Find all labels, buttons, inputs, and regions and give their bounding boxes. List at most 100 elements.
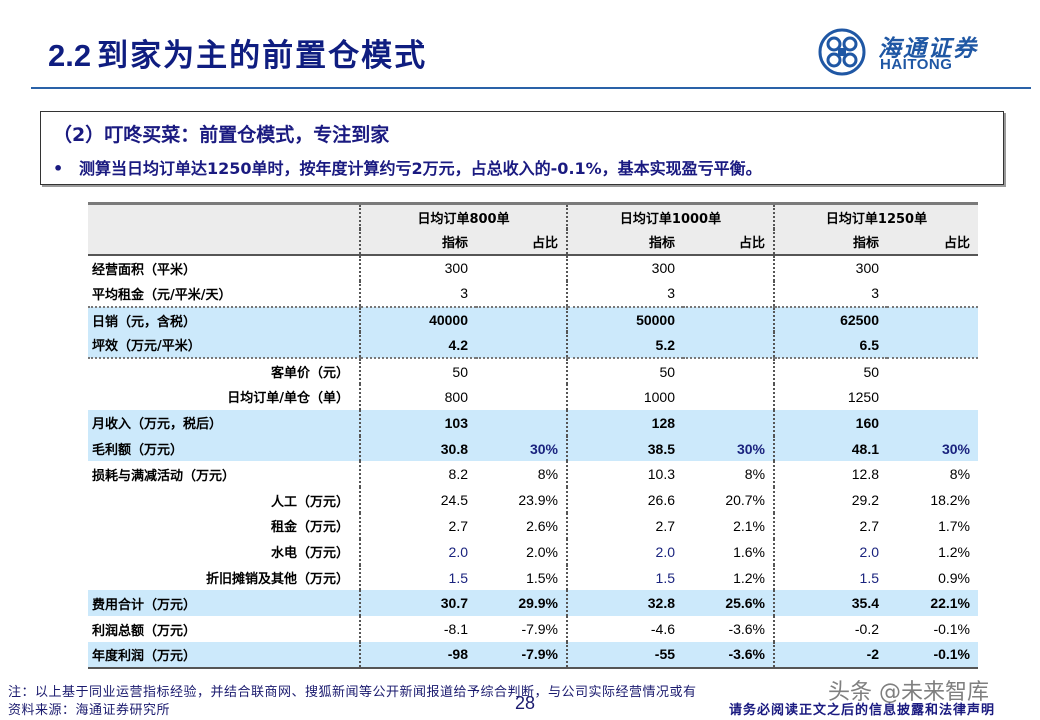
cell-ratio: 18.2% <box>930 492 971 509</box>
subheader-ratio: 占比 <box>887 229 979 257</box>
subheader-blank <box>88 229 360 257</box>
cell-ratio <box>476 358 567 384</box>
row-label: 人工（万元） <box>270 494 349 510</box>
cell-ratio: -0.1% <box>933 621 971 638</box>
callout-bullet-text: 测算当日均订单达1250单时，按年度计算约亏2万元，占总收入的-0.1%，基本实… <box>79 159 762 178</box>
cell-value: 30.8 <box>359 435 476 462</box>
subheader-metric: 指标 <box>566 229 684 257</box>
cell-value: 800 <box>359 384 476 410</box>
cell-ratio: 8% <box>949 466 971 483</box>
cell-value: 50 <box>359 358 476 385</box>
row-label: 折旧摊销及其他（万元） <box>205 572 349 588</box>
table-row: 租金（万元） 2.7 2.6% 2.7 2.1% 2.7 1.7% <box>88 513 978 539</box>
cell-ratio: 2.1% <box>733 517 766 534</box>
table-group-header-row: 日均订单800单 日均订单1000单 日均订单1250单 <box>88 202 979 230</box>
row-label: 利润总额（万元） <box>92 623 197 639</box>
cell-value: -4.6 <box>566 616 684 643</box>
cell-value: 30.7 <box>359 590 476 617</box>
table-row: 损耗与满减活动（万元） 8.2 8% 10.3 8% 12.8 8% <box>88 461 978 488</box>
cell-ratio: 25.6% <box>683 590 775 617</box>
cell-value: -55 <box>566 642 684 669</box>
cell-ratio <box>683 358 774 384</box>
cell-value: 1.5 <box>773 564 888 591</box>
cell-value: -0.2 <box>773 616 888 643</box>
cell-ratio: 0.9% <box>938 569 971 586</box>
data-source: 资料来源：海通证券研究所 <box>8 703 171 718</box>
row-label: 经营面积（平米） <box>92 262 197 278</box>
watermark: 头条 @未来智库 <box>828 680 989 705</box>
cell-ratio <box>476 306 568 333</box>
cell-value: 300 <box>773 255 888 281</box>
cell-value: 4.2 <box>359 332 476 360</box>
cell-value: 12.8 <box>773 461 888 488</box>
page-number: 28 <box>515 693 536 713</box>
cell-ratio <box>476 384 567 410</box>
table-row-highlighted: 毛利额（万元） 30.8 30% 38.5 30% 48.1 30% <box>88 435 979 462</box>
table-row-highlighted: 年度利润（万元） -98 -7.9% -55 -3.6% -2 -0.1% <box>88 642 979 669</box>
cell-ratio: 20.7% <box>725 492 766 509</box>
cell-ratio <box>887 306 979 333</box>
cell-ratio <box>476 255 567 281</box>
cell-ratio: 30% <box>476 435 568 462</box>
cell-value: 35.4 <box>773 590 888 617</box>
cell-value: 2.7 <box>773 513 888 539</box>
cell-value: 2.0 <box>359 538 476 565</box>
callout-bullet-item: • 测算当日均订单达1250单时，按年度计算约亏2万元，占总收入的-0.1%，基本… <box>53 155 762 179</box>
cell-ratio: 1.2% <box>733 569 766 586</box>
table-row-highlighted: 坪效（万元/平米） 4.2 5.2 6.5 <box>88 332 979 360</box>
table-row: 日均订单/单仓（单） 800 1000 1250 <box>88 384 978 410</box>
row-label: 客单价（元） <box>270 366 349 382</box>
table-row: 利润总额（万元） -8.1 -7.9% -4.6 -3.6% -0.2 -0.1… <box>88 616 978 643</box>
logo-name-cn: 海通证券 <box>878 35 978 62</box>
row-label: 日销（元，含税） <box>88 306 360 333</box>
cell-value: 2.7 <box>359 513 476 539</box>
header-blank <box>88 202 360 230</box>
row-label: 年度利润（万元） <box>88 642 360 669</box>
cell-value: 24.5 <box>359 487 476 514</box>
cell-ratio: 8% <box>537 466 559 483</box>
cell-ratio <box>887 280 979 308</box>
cell-ratio: 2.6% <box>526 517 559 534</box>
row-label: 月收入（万元，税后） <box>88 409 360 436</box>
cell-ratio: 1.2% <box>938 543 971 560</box>
cell-ratio <box>887 384 978 410</box>
page-title: 2.2 到家为主的前置仓模式 <box>48 30 427 75</box>
title-divider <box>31 87 1031 89</box>
cell-value: 48.1 <box>773 435 888 462</box>
cell-ratio <box>683 255 774 281</box>
table-row: 人工（万元） 24.5 23.9% 26.6 20.7% 29.2 18.2% <box>88 487 978 514</box>
cell-value: 5.2 <box>566 332 684 360</box>
cell-value: 300 <box>566 255 684 281</box>
cell-value: 2.7 <box>566 513 684 539</box>
cell-ratio <box>683 384 774 410</box>
cell-ratio: 23.9% <box>518 492 559 509</box>
callout-heading: （2）叮咚买菜：前置仓模式，专注到家 <box>53 124 390 146</box>
cell-value: -8.1 <box>359 616 476 643</box>
cell-ratio <box>683 332 775 360</box>
cell-ratio: 1.7% <box>938 517 971 534</box>
cell-value: 3 <box>359 280 476 308</box>
cell-value: -98 <box>359 642 476 669</box>
table-row: 水电（万元） 2.0 2.0% 2.0 1.6% 2.0 1.2% <box>88 538 978 565</box>
subheader-ratio: 占比 <box>683 229 775 257</box>
cell-ratio <box>476 280 568 308</box>
footnote: 注：以上基于同业运营指标经验，并结合联商网、搜狐新闻等公开新闻报道给予综合判断，… <box>8 685 697 700</box>
row-label: 平均租金（元/平米/天） <box>88 280 360 308</box>
cell-value: 1250 <box>773 384 888 410</box>
logo-name-en: HAITONG <box>880 56 953 73</box>
table-subheader-row: 指标 占比 指标 占比 指标 占比 <box>88 229 979 257</box>
row-label: 费用合计（万元） <box>88 590 360 617</box>
cell-ratio: -7.9% <box>476 642 568 669</box>
cell-value: 1000 <box>566 384 684 410</box>
cell-value: 10.3 <box>566 461 684 488</box>
cell-ratio <box>683 409 775 436</box>
cell-value: 50 <box>566 358 684 385</box>
row-label: 毛利额（万元） <box>88 435 360 462</box>
group-header-800: 日均订单800单 <box>358 202 568 230</box>
cell-ratio: 22.1% <box>887 590 979 617</box>
cell-ratio: 1.6% <box>733 543 766 560</box>
group-header-1000: 日均订单1000单 <box>566 202 775 230</box>
haitong-logo-icon <box>818 28 866 76</box>
legal-disclaimer: 请务必阅读正文之后的信息披露和法律声明 <box>729 703 996 718</box>
cell-ratio <box>887 358 978 384</box>
